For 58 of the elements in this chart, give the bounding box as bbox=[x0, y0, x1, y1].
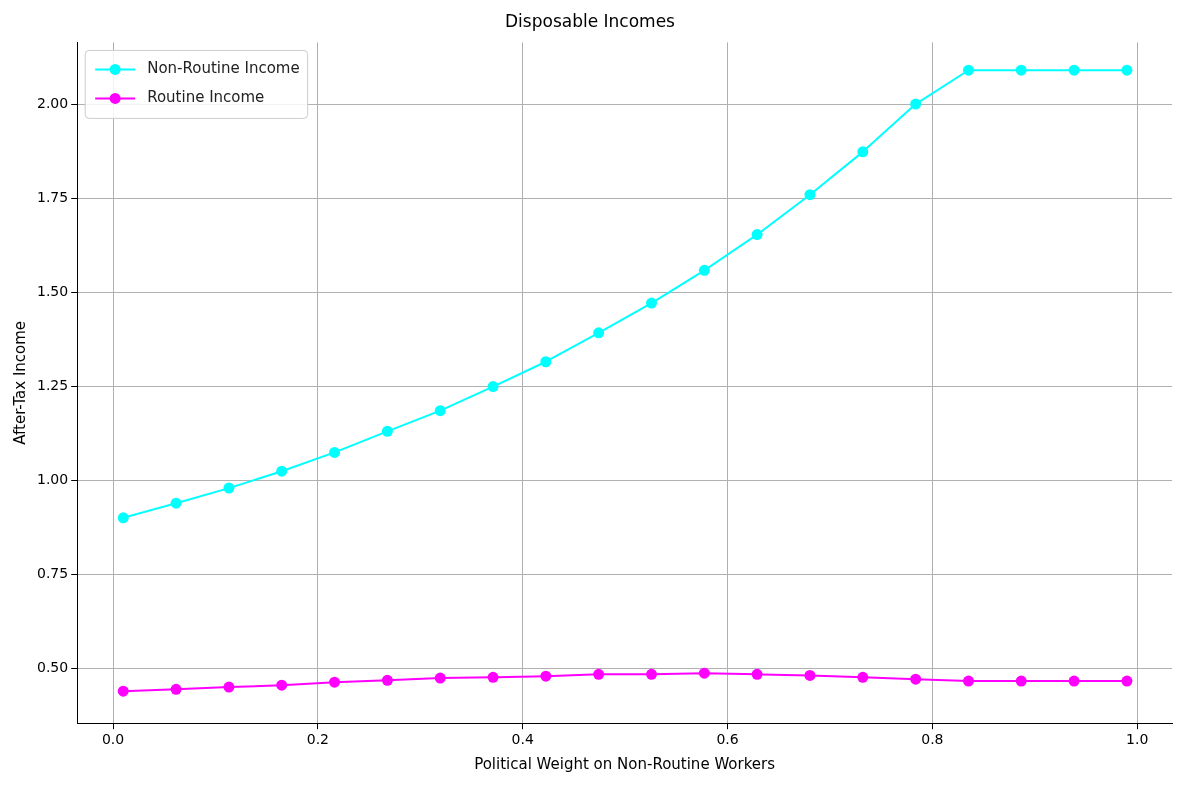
point bbox=[646, 297, 658, 309]
point bbox=[963, 64, 974, 76]
y-tick-label: 1.00 bbox=[37, 470, 69, 487]
y-axis-title: After-Tax Income bbox=[10, 320, 29, 445]
point bbox=[1015, 675, 1027, 687]
point bbox=[593, 668, 605, 680]
y-tick-label: 1.25 bbox=[37, 376, 69, 393]
point bbox=[487, 671, 499, 683]
point bbox=[223, 482, 235, 494]
y-tick-label: 2.00 bbox=[37, 94, 69, 111]
point bbox=[276, 465, 288, 477]
point bbox=[170, 683, 182, 695]
point bbox=[857, 671, 869, 683]
point bbox=[593, 327, 605, 339]
point bbox=[487, 381, 499, 393]
point bbox=[540, 356, 552, 368]
point bbox=[434, 672, 446, 684]
point bbox=[117, 512, 129, 524]
y-tick-label: 0.75 bbox=[37, 564, 69, 581]
x-tick-label: 0.8 bbox=[921, 731, 944, 748]
point bbox=[1068, 64, 1080, 76]
x-axis-title: Political Weight on Non-Routine Workers bbox=[474, 754, 776, 773]
point bbox=[329, 676, 341, 688]
point bbox=[751, 668, 763, 680]
point bbox=[329, 446, 341, 458]
point bbox=[698, 264, 710, 276]
point bbox=[276, 679, 288, 691]
x-tick-label: 0.2 bbox=[306, 731, 329, 748]
point bbox=[170, 497, 182, 509]
point bbox=[963, 675, 974, 687]
chart-title: Disposable Incomes bbox=[505, 10, 676, 31]
point bbox=[646, 668, 658, 680]
y-tick-label: 1.75 bbox=[37, 188, 69, 205]
x-tick-label: 0.0 bbox=[101, 731, 125, 748]
point bbox=[1121, 64, 1133, 76]
y-tick-label: 0.50 bbox=[37, 658, 69, 675]
point bbox=[804, 669, 816, 681]
point bbox=[381, 674, 393, 686]
point bbox=[1121, 675, 1133, 687]
point bbox=[223, 681, 235, 693]
point bbox=[698, 667, 710, 679]
x-tick-label: 1.0 bbox=[1126, 731, 1149, 748]
point bbox=[857, 146, 869, 158]
point bbox=[751, 229, 763, 241]
point bbox=[434, 405, 446, 417]
point bbox=[1015, 64, 1027, 76]
point bbox=[381, 425, 393, 437]
y-tick-label: 1.50 bbox=[37, 282, 69, 299]
point bbox=[910, 673, 922, 685]
point bbox=[540, 670, 552, 682]
x-tick-label: 0.4 bbox=[511, 731, 534, 748]
legend-label: Routine Income bbox=[147, 88, 265, 107]
legend-label: Non-Routine Income bbox=[147, 59, 300, 78]
point bbox=[910, 98, 922, 110]
x-tick-label: 0.6 bbox=[716, 731, 739, 748]
point bbox=[804, 189, 816, 201]
point bbox=[117, 685, 129, 697]
point bbox=[1068, 675, 1080, 687]
